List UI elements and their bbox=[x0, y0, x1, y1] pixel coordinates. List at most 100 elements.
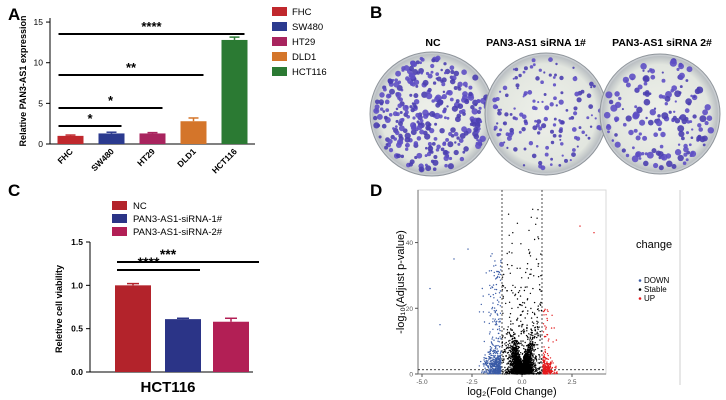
colony bbox=[589, 125, 593, 128]
data-point bbox=[511, 357, 514, 359]
data-point bbox=[532, 341, 534, 343]
data-point bbox=[519, 371, 521, 374]
colony bbox=[394, 130, 400, 136]
data-point bbox=[524, 349, 527, 351]
data-point bbox=[502, 351, 504, 354]
data-point bbox=[524, 372, 526, 374]
colony bbox=[578, 126, 582, 130]
data-point bbox=[548, 346, 550, 349]
colony bbox=[690, 136, 694, 140]
data-point bbox=[549, 357, 552, 359]
colony bbox=[416, 71, 420, 75]
data-point bbox=[532, 344, 534, 346]
data-point bbox=[523, 330, 526, 332]
y-axis-label: Reletive cell viability bbox=[54, 265, 64, 353]
data-point bbox=[537, 347, 539, 350]
data-point bbox=[528, 368, 530, 371]
data-point bbox=[512, 349, 514, 351]
data-point bbox=[498, 360, 500, 362]
data-point bbox=[540, 361, 542, 363]
colony bbox=[397, 103, 402, 109]
colony bbox=[430, 63, 435, 69]
colony bbox=[412, 116, 416, 120]
data-point bbox=[515, 372, 517, 374]
data-point bbox=[511, 346, 513, 348]
data-point bbox=[537, 209, 539, 211]
bar-sw480 bbox=[98, 133, 125, 144]
colony bbox=[625, 82, 631, 88]
data-point bbox=[511, 364, 513, 366]
data-point bbox=[520, 243, 522, 245]
data-point bbox=[579, 225, 581, 227]
data-point bbox=[492, 318, 494, 320]
legend-label: Stable bbox=[644, 285, 667, 294]
data-point bbox=[491, 364, 493, 366]
colony bbox=[416, 124, 423, 131]
colony bbox=[659, 144, 664, 149]
colony bbox=[685, 158, 689, 162]
data-point bbox=[488, 333, 491, 335]
colony bbox=[576, 145, 579, 148]
colony bbox=[446, 154, 450, 157]
data-point bbox=[533, 275, 535, 277]
data-point bbox=[498, 325, 500, 328]
data-point bbox=[538, 373, 540, 375]
bar-fhc bbox=[57, 135, 84, 144]
data-point bbox=[531, 321, 534, 323]
data-point bbox=[550, 327, 553, 329]
colony bbox=[686, 66, 693, 73]
data-point bbox=[492, 344, 494, 346]
data-point bbox=[517, 348, 519, 350]
data-point bbox=[528, 333, 530, 335]
data-point bbox=[528, 366, 531, 369]
data-point bbox=[515, 346, 517, 348]
colony bbox=[426, 151, 432, 157]
data-point bbox=[514, 348, 517, 350]
data-point bbox=[539, 362, 541, 364]
data-point bbox=[489, 364, 491, 366]
data-point bbox=[537, 276, 540, 278]
colony bbox=[674, 100, 677, 103]
colony bbox=[473, 126, 479, 133]
data-point bbox=[498, 341, 500, 343]
colony bbox=[569, 159, 572, 162]
colony bbox=[373, 115, 378, 121]
data-point bbox=[538, 310, 540, 312]
data-point bbox=[501, 344, 504, 347]
colony bbox=[392, 127, 395, 130]
data-point bbox=[528, 249, 530, 251]
y-tick-label: 0.0 bbox=[71, 367, 83, 377]
data-point bbox=[548, 370, 550, 373]
data-point bbox=[482, 311, 485, 313]
data-point bbox=[507, 347, 509, 349]
data-point bbox=[487, 365, 489, 367]
x-tick-label: SW480 bbox=[89, 146, 116, 173]
data-point bbox=[505, 302, 507, 305]
colony bbox=[493, 125, 498, 130]
colony bbox=[518, 73, 522, 78]
data-point bbox=[498, 292, 501, 294]
colony bbox=[498, 132, 502, 136]
data-point bbox=[552, 362, 554, 364]
y-tick-label: 40 bbox=[406, 240, 414, 247]
data-point bbox=[532, 336, 534, 338]
data-point bbox=[512, 323, 514, 325]
data-point bbox=[531, 366, 533, 369]
data-point bbox=[520, 368, 523, 370]
data-point bbox=[495, 346, 497, 349]
colony bbox=[564, 158, 568, 163]
data-point bbox=[511, 307, 513, 310]
colony bbox=[523, 147, 527, 151]
colony bbox=[658, 127, 662, 131]
colony bbox=[438, 114, 443, 119]
colony bbox=[427, 87, 432, 93]
data-point bbox=[526, 326, 528, 329]
data-point bbox=[511, 370, 513, 372]
data-point bbox=[536, 326, 539, 328]
data-point bbox=[544, 349, 546, 351]
data-point bbox=[523, 351, 526, 353]
y-tick-label: 0.5 bbox=[71, 324, 83, 334]
colony bbox=[422, 113, 429, 119]
data-point bbox=[514, 353, 516, 355]
colony bbox=[532, 125, 538, 131]
